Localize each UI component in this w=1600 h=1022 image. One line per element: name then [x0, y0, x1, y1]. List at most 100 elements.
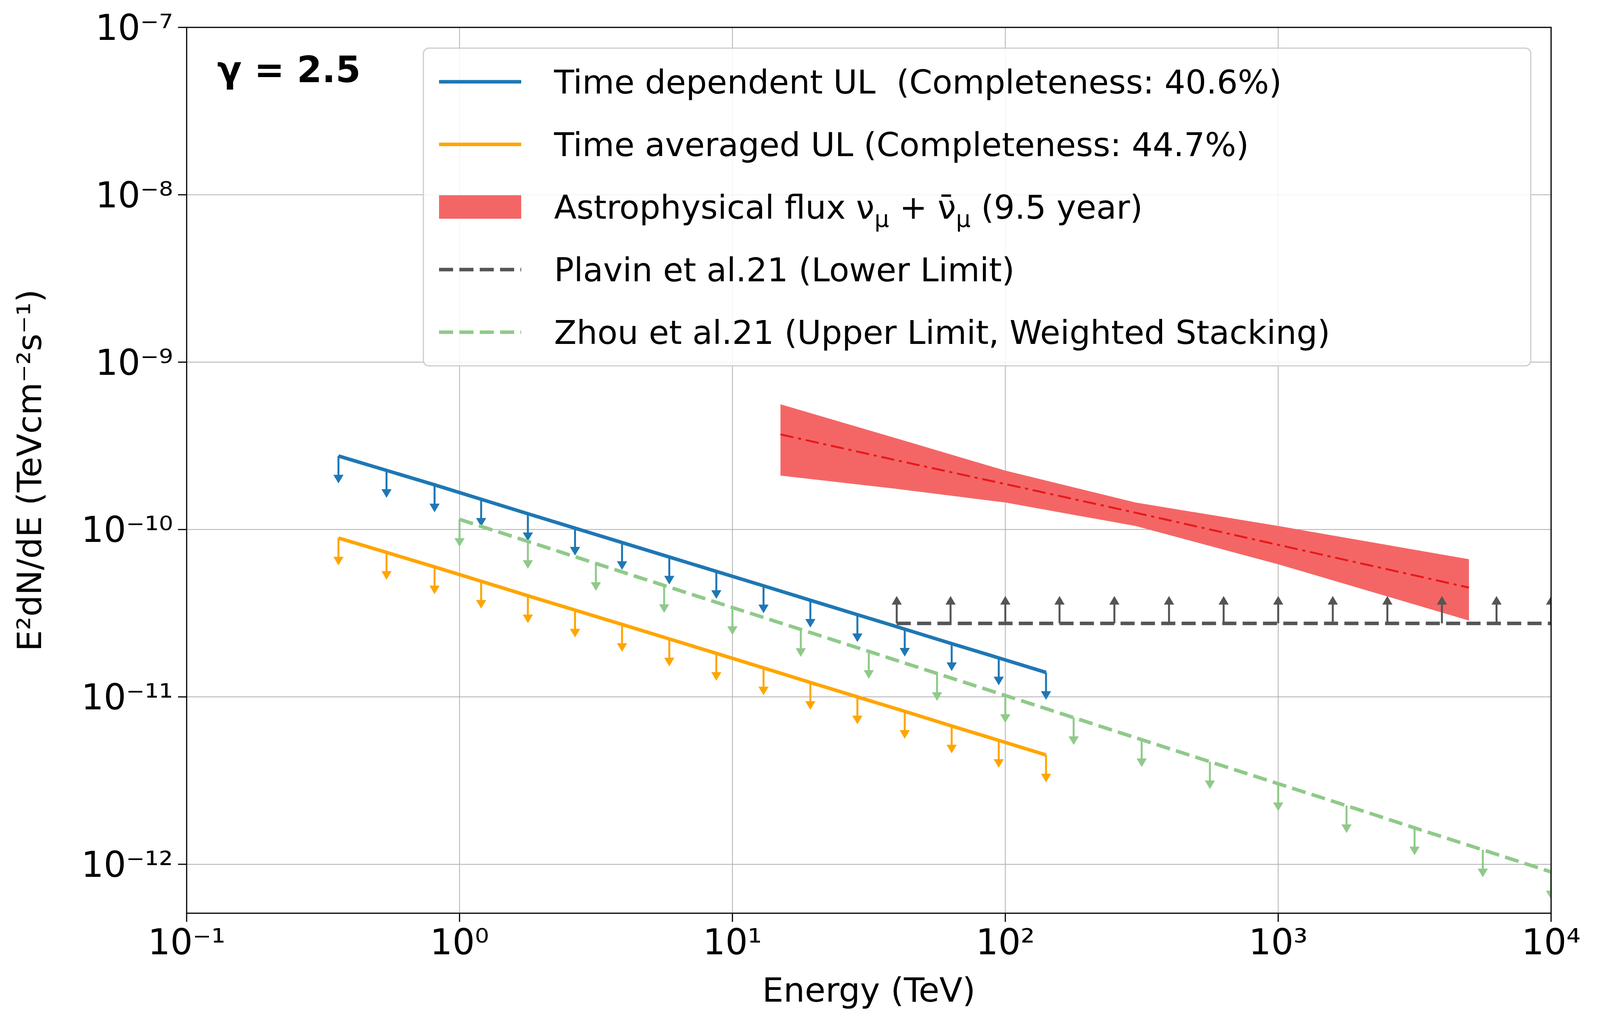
- legend-swatch: [439, 195, 522, 219]
- limit-arrow: [1000, 595, 1011, 624]
- arrow-head: [1382, 595, 1393, 605]
- limit-line: [338, 538, 1046, 755]
- arrow-shaft: [433, 484, 436, 507]
- limit-arrow: [381, 552, 392, 580]
- limit-arrow: [946, 643, 957, 672]
- arrow-head: [1546, 595, 1552, 605]
- arrow-shaft: [809, 682, 812, 705]
- limit-arrow: [945, 595, 956, 624]
- arrow-shaft: [620, 624, 623, 647]
- arrow-shaft: [574, 610, 576, 632]
- legend-label: Time dependent UL (Completeness: 40.6%): [553, 62, 1282, 102]
- arrow-shaft: [337, 455, 340, 478]
- tick-label: 10²: [975, 921, 1035, 963]
- arrow-head: [727, 626, 738, 636]
- arrow-head: [1273, 802, 1284, 812]
- chart: 10⁻¹10⁰10¹10²10³10⁴10⁻¹²10⁻¹¹10⁻¹⁰10⁻⁹10…: [0, 0, 1600, 1022]
- limit-arrow: [795, 629, 806, 657]
- arrow-shaft: [1345, 805, 1348, 828]
- limit-arrow: [805, 600, 816, 628]
- limit-arrow: [1409, 827, 1420, 856]
- arrow-head: [522, 560, 533, 569]
- tick-label: 10⁻¹⁰: [81, 509, 173, 551]
- limit-arrow: [1164, 595, 1175, 624]
- arrow-head: [333, 474, 344, 484]
- arrow-shaft: [1277, 601, 1280, 624]
- text-span: Zhou et al.21 (Upper Limit, Weighted Sta…: [554, 313, 1331, 352]
- arrow-head: [1409, 846, 1420, 856]
- limit-arrow: [381, 470, 392, 498]
- limit-arrow: [1546, 871, 1552, 900]
- tick-label: 10⁰: [430, 921, 490, 963]
- legend-label: Astrophysical flux νμ + ν̄μ (9.5 year): [554, 188, 1143, 233]
- tick-label: 10³: [1248, 921, 1308, 963]
- arrow-head: [476, 599, 487, 609]
- tick-label: 10⁴: [1521, 921, 1581, 963]
- limit-arrow: [570, 528, 581, 556]
- arrow-head: [758, 604, 769, 614]
- arrow-shaft: [950, 726, 953, 749]
- limit-arrow: [617, 542, 628, 571]
- limit-arrow: [1000, 695, 1011, 723]
- arrow-shaft: [997, 740, 1000, 763]
- arrow-shaft: [809, 600, 812, 623]
- y-axis-label: E²dN/dE (TeVcm⁻²s⁻¹): [9, 289, 49, 652]
- limit-arrow: [1040, 754, 1052, 783]
- arrow-head: [1273, 595, 1284, 605]
- text-span: Time dependent UL (Completeness: 40.6%): [553, 62, 1282, 102]
- limit-arrow: [333, 455, 344, 484]
- limit-arrow: [1491, 595, 1502, 624]
- limit-arrow: [758, 667, 769, 696]
- arrow-shaft: [1058, 601, 1061, 624]
- arrow-shaft: [935, 673, 938, 696]
- arrow-shaft: [337, 538, 340, 560]
- grid-line: [186, 863, 1552, 865]
- arrow-head: [1054, 595, 1065, 605]
- limit-arrow: [727, 607, 738, 636]
- limit-arrow: [1136, 739, 1147, 768]
- legend-swatch: [439, 268, 522, 272]
- arrow-shaft: [620, 542, 623, 565]
- tick: [1004, 913, 1007, 922]
- tick: [1550, 913, 1552, 922]
- arrow-shaft: [668, 557, 671, 580]
- arrow-head: [711, 672, 722, 681]
- limit-arrow: [1477, 849, 1488, 878]
- arrow-shaft: [997, 657, 1000, 680]
- limit-arrow: [429, 484, 440, 513]
- limit-arrow: [993, 657, 1004, 686]
- arrow-shaft: [856, 696, 859, 719]
- arrow-shaft: [903, 711, 906, 734]
- arrow-head: [1436, 595, 1448, 605]
- text-span: Time averaged UL (Completeness: 44.7%): [553, 125, 1250, 164]
- arrow-shaft: [762, 667, 765, 690]
- limit-arrow: [1218, 595, 1229, 624]
- text-span: Plavin et al.21 (Lower Limit): [554, 250, 1015, 290]
- text-span: μ: [874, 205, 890, 233]
- arrow-shaft: [527, 595, 530, 618]
- arrow-head: [1491, 595, 1502, 605]
- annotation: γ = 2.5: [217, 48, 361, 91]
- arrow-head: [993, 759, 1004, 768]
- limit-arrow: [1068, 717, 1079, 746]
- tick: [178, 26, 187, 29]
- legend: Time dependent UL (Completeness: 40.6%) T…: [423, 48, 1531, 366]
- arrow-head: [945, 595, 956, 605]
- limit-arrow: [476, 581, 487, 609]
- limit-arrow: [570, 610, 581, 638]
- limit-arrow: [993, 740, 1004, 768]
- tick-label: 10⁻⁸: [95, 174, 173, 216]
- plot-frame: [186, 27, 1552, 914]
- limit-arrow: [1546, 595, 1552, 624]
- arrow-head: [522, 614, 533, 624]
- limit-arrow: [863, 651, 874, 679]
- arrow-shaft: [433, 566, 436, 589]
- arrow-shaft: [1413, 827, 1416, 850]
- legend-label: Time averaged UL (Completeness: 44.7%): [553, 125, 1250, 164]
- arrow-head: [1040, 691, 1052, 701]
- arrow-shaft: [1441, 601, 1444, 624]
- arrow-head: [1000, 714, 1011, 723]
- arrow-head: [1341, 824, 1352, 834]
- limit-arrow: [891, 595, 902, 624]
- arrow-head: [1109, 595, 1120, 605]
